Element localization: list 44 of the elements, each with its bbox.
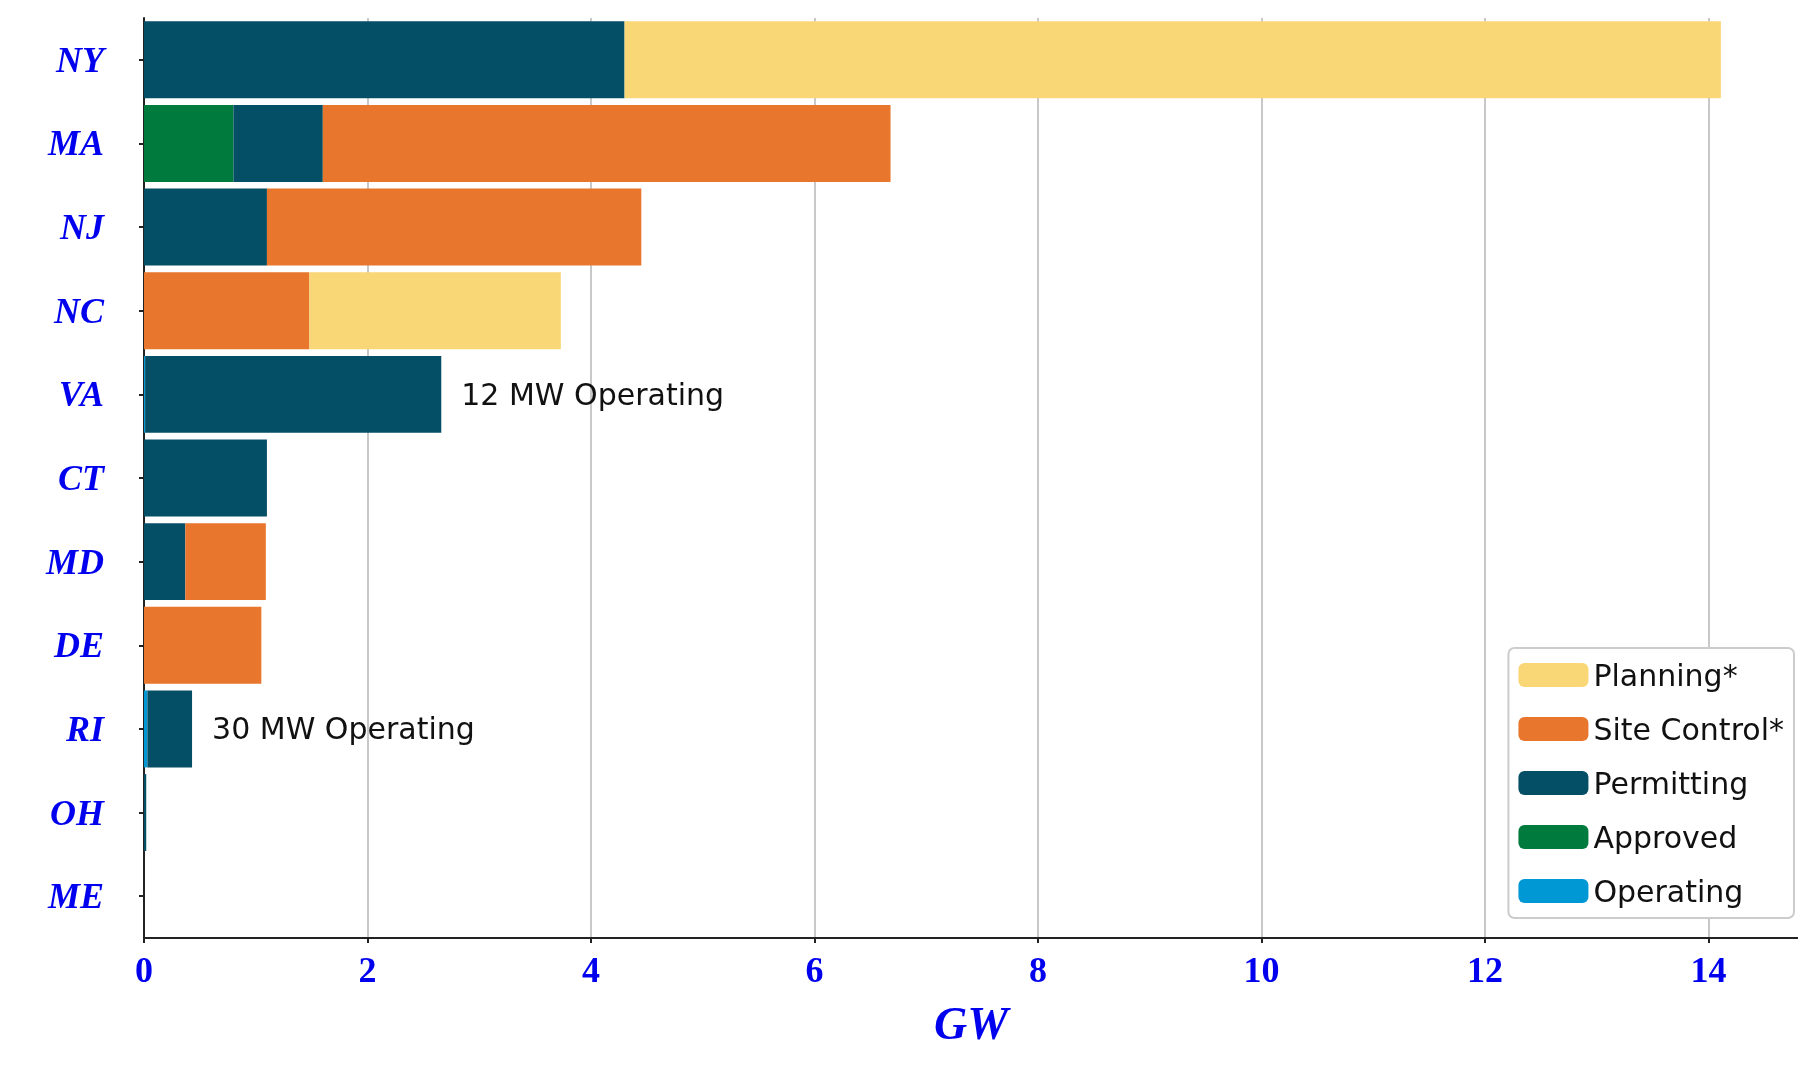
y-tick-label: RI xyxy=(64,708,106,749)
bar xyxy=(233,104,323,182)
annotation: 12 MW Operating xyxy=(461,376,725,412)
y-tick-label: MA xyxy=(46,123,104,164)
bar xyxy=(144,439,267,517)
bar xyxy=(144,21,625,99)
bar xyxy=(322,104,891,182)
legend-label: Operating xyxy=(1593,873,1744,909)
y-tick-label: DE xyxy=(52,625,104,666)
bar xyxy=(144,272,310,350)
bar xyxy=(309,272,561,350)
x-tick-label: 6 xyxy=(805,950,824,990)
bar xyxy=(144,690,148,768)
y-tick-label: ME xyxy=(46,876,104,917)
bar xyxy=(144,188,267,266)
bar xyxy=(144,104,234,182)
bar xyxy=(144,606,262,684)
bar xyxy=(185,523,266,601)
x-tick-label: 14 xyxy=(1690,950,1727,990)
y-tick-label: NC xyxy=(52,290,105,331)
bar xyxy=(147,690,193,768)
bar xyxy=(144,774,147,852)
legend-label: Planning* xyxy=(1593,657,1738,693)
bar xyxy=(624,21,1721,99)
y-tick-label: NJ xyxy=(59,207,105,248)
x-tick-label: 8 xyxy=(1029,950,1048,990)
y-tick-label: NY xyxy=(55,39,107,80)
y-tick-label: OH xyxy=(50,792,105,833)
legend-label: Approved xyxy=(1593,819,1738,855)
legend-label: Site Control* xyxy=(1593,711,1784,747)
x-axis-title: GW xyxy=(933,997,1012,1049)
x-tick-label: 4 xyxy=(582,950,601,990)
y-tick-label: MD xyxy=(44,541,104,582)
bar xyxy=(144,523,186,601)
y-tick-label: VA xyxy=(58,374,104,415)
bar xyxy=(145,355,442,433)
x-tick-label: 10 xyxy=(1243,950,1280,990)
y-tick-label: CT xyxy=(57,458,106,498)
annotation: 30 MW Operating xyxy=(212,711,475,747)
x-tick-label: 0 xyxy=(135,950,153,990)
bar xyxy=(266,188,642,266)
legend-label: Permitting xyxy=(1593,765,1749,801)
x-tick-label: 12 xyxy=(1467,950,1504,990)
x-tick-label: 2 xyxy=(358,950,377,990)
